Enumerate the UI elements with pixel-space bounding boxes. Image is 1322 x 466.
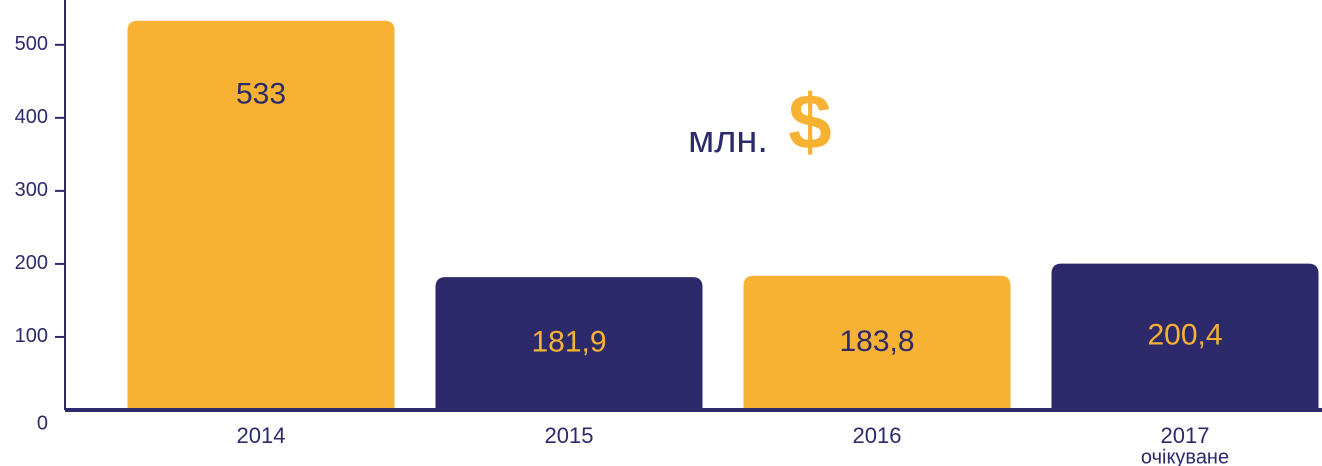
y-tick-label: 300 [15,179,48,201]
category-note: очікуване [1141,446,1229,466]
y-tick-label: 200 [15,252,48,274]
value-label: 183,8 [839,325,914,358]
unit-annotation: млн. [688,119,768,161]
bar [743,275,1011,410]
currency-symbol: $ [788,78,831,166]
bar [435,277,703,410]
value-label: 200,4 [1147,319,1222,352]
x-tick-label: 2015 [545,423,594,448]
y-tick-label: 0 [37,412,48,434]
y-tick-label: 400 [15,106,48,128]
y-tick-label: 100 [15,325,48,347]
bar [1051,263,1319,410]
bar [127,20,395,411]
x-tick-label: 2017 [1161,423,1210,448]
x-tick-label: 2014 [237,423,286,448]
x-tick-label: 2016 [853,423,902,448]
y-tick-label: 500 [15,33,48,55]
value-label: 181,9 [531,325,606,358]
value-label: 533 [236,78,286,111]
